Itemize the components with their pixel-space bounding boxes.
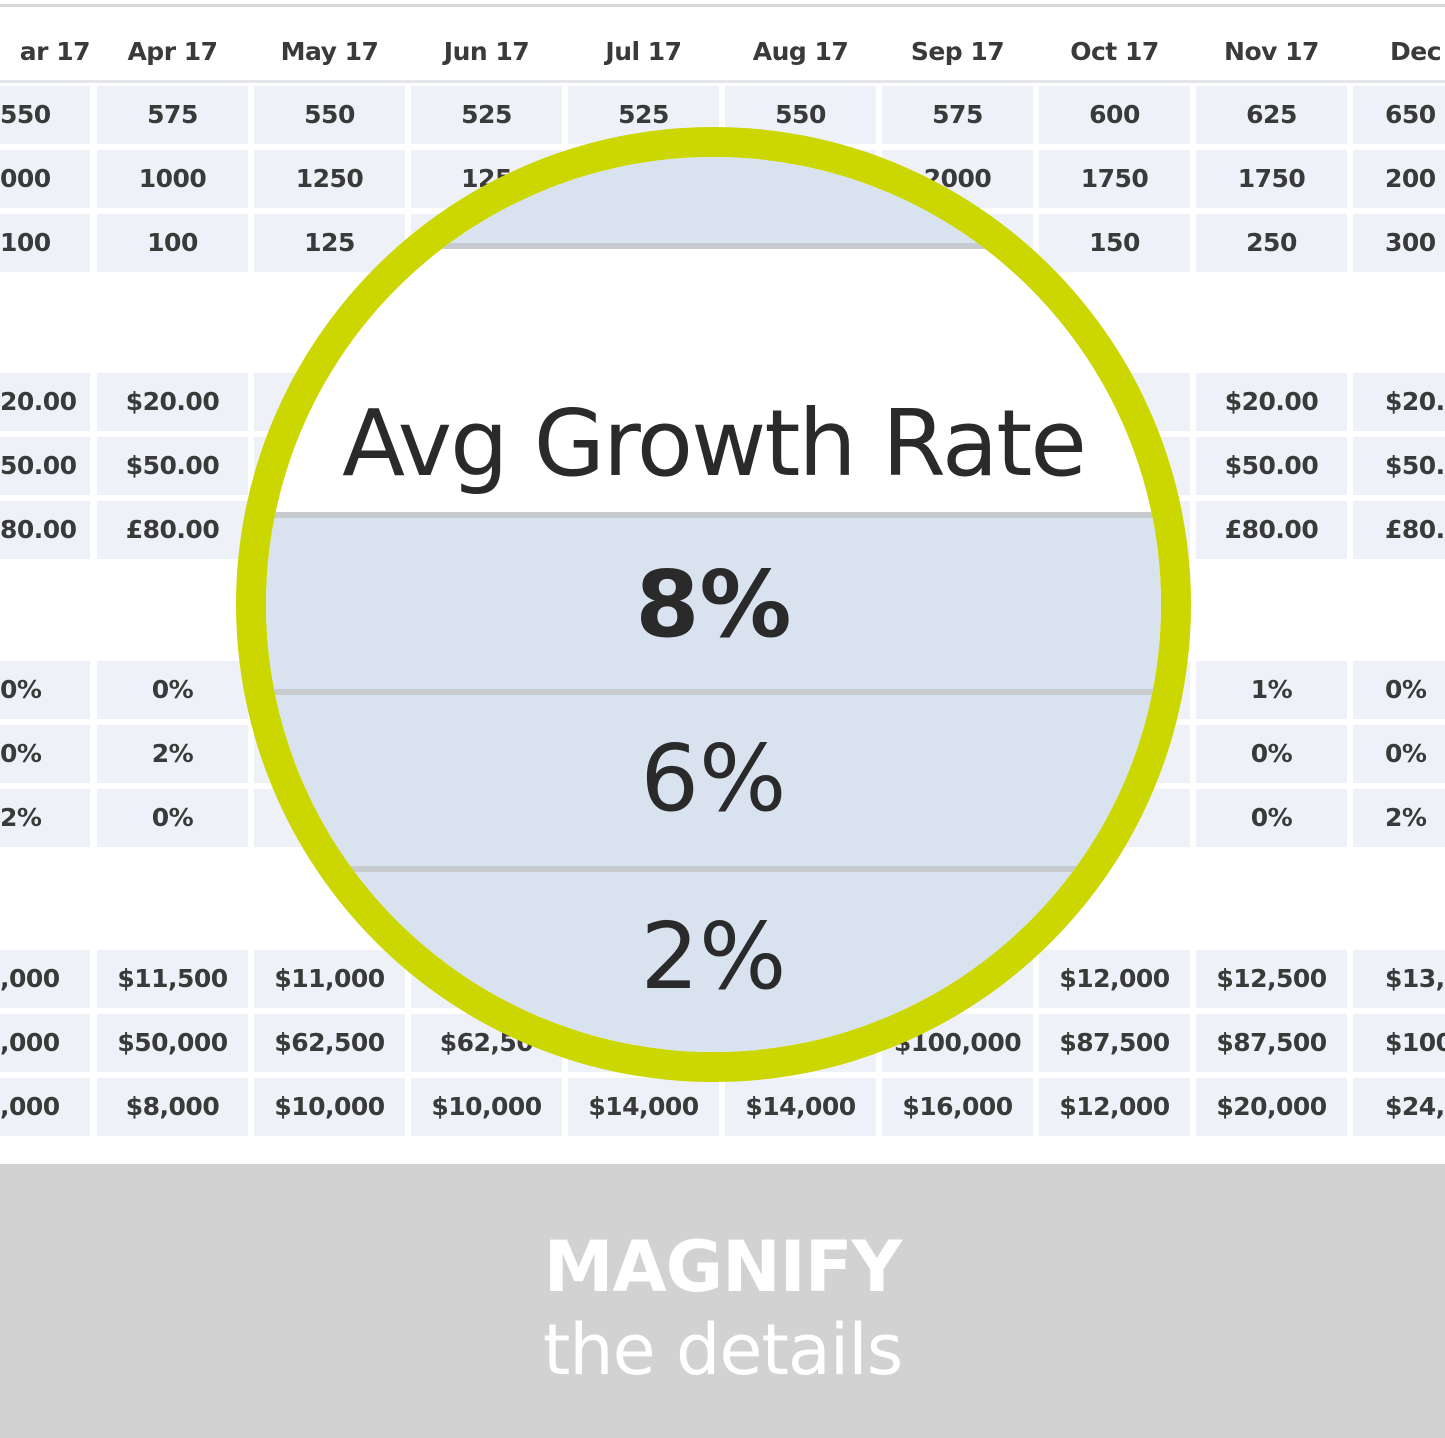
table-cell: 250	[1196, 214, 1347, 272]
table-cell: $10,000	[254, 1078, 405, 1136]
month-header: Aug 17	[752, 37, 849, 66]
table-cell: $12,000	[1039, 1078, 1190, 1136]
table-cell: 000	[0, 150, 90, 208]
growth-rate-value: 2%	[640, 903, 787, 1010]
table-cell: $50.00	[97, 437, 248, 495]
table-cell: 50.00	[0, 437, 90, 495]
lens-separator	[266, 512, 1161, 518]
table-cell: 575	[882, 86, 1033, 144]
table-cell: 2%	[1353, 789, 1445, 847]
table-cell: $20.00	[97, 373, 248, 431]
table-cell: 2%	[0, 789, 90, 847]
lens-separator	[266, 243, 1161, 249]
banner-title: MAGNIFY	[543, 1226, 902, 1308]
avg-growth-rate-label: Avg Growth Rate	[342, 390, 1087, 497]
table-cell: 600	[1039, 86, 1190, 144]
table-cell: $16,000	[882, 1078, 1033, 1136]
magnifier-ring: Avg Growth Rate 8% 6% 2%	[236, 127, 1191, 1082]
month-header: Jun 17	[443, 37, 530, 66]
table-cell: $8,000	[97, 1078, 248, 1136]
table-cell: 0%	[97, 661, 248, 719]
table-cell: 100	[97, 214, 248, 272]
table-cell: 1%	[1196, 661, 1347, 719]
month-header: May 17	[280, 37, 379, 66]
growth-rate-value: 8%	[635, 551, 792, 658]
month-header: ar 17	[19, 37, 90, 66]
table-cell: 0%	[1196, 789, 1347, 847]
table-cell: 200	[1353, 150, 1445, 208]
table-cell: 1750	[1196, 150, 1347, 208]
table-cell: 0%	[1353, 661, 1445, 719]
table-cell: ,000	[0, 1078, 90, 1136]
table-cell: ,000	[0, 950, 90, 1008]
table-cell: $11,500	[97, 950, 248, 1008]
table-cell: $10,000	[411, 1078, 562, 1136]
month-header: Oct 17	[1070, 37, 1159, 66]
table-cell: 80.00	[0, 501, 90, 559]
header-divider	[0, 80, 1445, 83]
magnifier-lens: Avg Growth Rate 8% 6% 2%	[266, 157, 1161, 1052]
month-header: Nov 17	[1224, 37, 1319, 66]
growth-rate-value: 6%	[640, 725, 787, 832]
table-cell: $50,000	[97, 1014, 248, 1072]
lens-separator	[266, 866, 1161, 872]
table-cell: 0%	[1353, 725, 1445, 783]
table-cell: 650	[1353, 86, 1445, 144]
table-cell: 0%	[0, 661, 90, 719]
table-cell: 0%	[1196, 725, 1347, 783]
table-cell: $13,0	[1353, 950, 1445, 1008]
table-cell: 1000	[97, 150, 248, 208]
table-cell: 575	[97, 86, 248, 144]
month-header: Apr 17	[127, 37, 218, 66]
table-cell: 625	[1196, 86, 1347, 144]
table-top-border	[0, 4, 1445, 7]
caption-banner: MAGNIFY the details	[0, 1164, 1445, 1438]
table-cell: £80.0	[1353, 501, 1445, 559]
table-cell: $50.0	[1353, 437, 1445, 495]
table-cell: $87,500	[1196, 1014, 1347, 1072]
table-cell: £80.00	[1196, 501, 1347, 559]
table-cell: $12,500	[1196, 950, 1347, 1008]
month-header: Sep 17	[910, 37, 1005, 66]
table-cell: $20.0	[1353, 373, 1445, 431]
lens-top-band	[266, 157, 1161, 245]
table-cell: £80.00	[97, 501, 248, 559]
table-cell: $24,0	[1353, 1078, 1445, 1136]
table-cell: 2%	[97, 725, 248, 783]
table-cell: 300	[1353, 214, 1445, 272]
lens-band	[266, 517, 1161, 692]
table-cell: $20.00	[1196, 373, 1347, 431]
banner-subtitle: the details	[542, 1309, 903, 1391]
table-cell: 0%	[0, 725, 90, 783]
lens-separator	[266, 689, 1161, 695]
lens-band	[266, 695, 1161, 867]
table-cell: $100,0	[1353, 1014, 1445, 1072]
lens-band	[266, 872, 1161, 1052]
table-cell: ,000	[0, 1014, 90, 1072]
table-cell: 0%	[97, 789, 248, 847]
table-cell: $14,000	[725, 1078, 876, 1136]
table-cell: $14,000	[568, 1078, 719, 1136]
table-cell: 525	[411, 86, 562, 144]
table-cell: $50.00	[1196, 437, 1347, 495]
month-header: Dec 1	[1390, 37, 1445, 66]
table-cell: $20,000	[1196, 1078, 1347, 1136]
table-cell: 550	[0, 86, 90, 144]
table-cell: 100	[0, 214, 90, 272]
table-cell: 550	[254, 86, 405, 144]
month-header: Jul 17	[605, 37, 682, 66]
table-cell: 20.00	[0, 373, 90, 431]
